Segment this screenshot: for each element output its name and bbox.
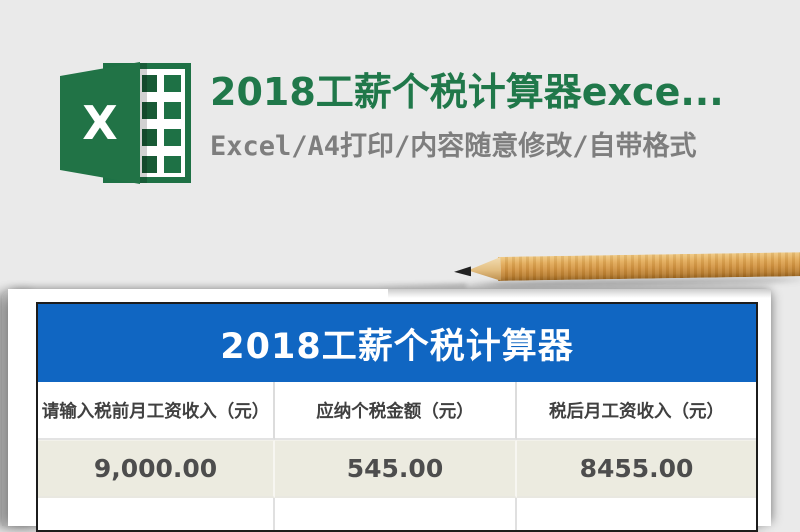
table-empty-row bbox=[38, 498, 756, 530]
empty-cell bbox=[517, 498, 756, 530]
value-cell-pretax-income: 9,000.00 bbox=[38, 440, 275, 498]
table-header-row: 请输入税前月工资收入（元） 应纳个税金额（元） 税后月工资收入（元） bbox=[38, 382, 756, 440]
promo-header: 2018工薪个税计算器exce... Excel/A4打印/内容随意修改/自带格… bbox=[210, 72, 770, 162]
value-cell-tax-amount: 545.00 bbox=[275, 440, 517, 498]
header-cell-aftertax-income: 税后月工资收入（元） bbox=[517, 382, 756, 440]
header-cell-pretax-income: 请输入税前月工资收入（元） bbox=[38, 382, 275, 440]
header-cell-tax-amount: 应纳个税金额（元） bbox=[275, 382, 517, 440]
template-title: 2018工薪个税计算器exce... bbox=[210, 70, 724, 114]
value-cell-aftertax-income: 8455.00 bbox=[517, 440, 756, 498]
sheet-title-band: 2018工薪个税计算器 bbox=[38, 304, 756, 382]
excel-logo-icon: X bbox=[60, 61, 192, 185]
empty-cell bbox=[38, 498, 275, 530]
pencil-body bbox=[497, 252, 800, 281]
empty-cell bbox=[275, 498, 517, 530]
pencil-graphic bbox=[374, 243, 800, 293]
sheet-paper: 2018工薪个税计算器 请输入税前月工资收入（元） 应纳个税金额（元） 税后月工… bbox=[8, 289, 771, 532]
pencil-wood-cone bbox=[468, 257, 501, 282]
excel-logo-letter: X bbox=[82, 96, 117, 150]
template-subtitle: Excel/A4打印/内容随意修改/自带格式 bbox=[210, 131, 697, 162]
pencil-graphite-tip bbox=[454, 266, 471, 276]
table-value-row: 9,000.00 545.00 8455.00 bbox=[38, 440, 756, 498]
paper-top-shadow bbox=[388, 289, 771, 298]
tax-calculator-table: 2018工薪个税计算器 请输入税前月工资收入（元） 应纳个税金额（元） 税后月工… bbox=[36, 302, 758, 532]
